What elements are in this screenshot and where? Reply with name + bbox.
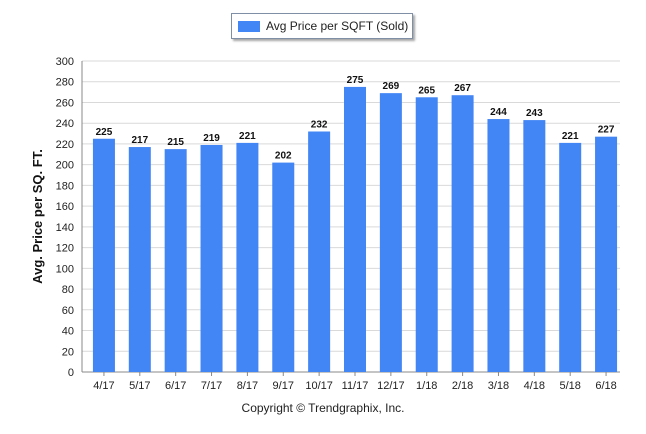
- bar: [559, 142, 582, 372]
- y-tick-label: 140: [56, 222, 74, 234]
- bar: [415, 97, 438, 373]
- bar: [200, 144, 223, 372]
- data-label: 243: [526, 108, 543, 119]
- legend: Avg Price per SQFT (Sold): [231, 13, 413, 39]
- y-tick-label: 60: [62, 305, 74, 317]
- x-tick-label: 12/17: [377, 380, 405, 392]
- y-tick-label: 40: [62, 326, 74, 338]
- bar: [523, 120, 546, 372]
- y-axis-title: Avg. Price per SQ. FT.: [30, 149, 45, 284]
- y-tick-label: 20: [62, 346, 74, 358]
- y-tick-label: 120: [56, 243, 74, 255]
- y-tick-label: 300: [56, 56, 74, 68]
- x-tick-label: 8/17: [237, 380, 258, 392]
- x-tick-label: 3/18: [488, 380, 509, 392]
- y-tick-label: 100: [56, 263, 74, 275]
- y-tick-label: 80: [62, 284, 74, 296]
- x-tick-label: 2/18: [452, 380, 473, 392]
- data-label: 219: [203, 133, 220, 144]
- data-label: 227: [598, 125, 615, 136]
- y-tick-label: 260: [56, 97, 74, 109]
- bar: [308, 131, 331, 372]
- data-label: 267: [454, 83, 471, 94]
- bar: [128, 147, 151, 372]
- y-tick-label: 180: [56, 180, 74, 192]
- copyright-text: Copyright © Trendgraphix, Inc.: [241, 401, 405, 415]
- x-tick-label: 5/17: [129, 380, 150, 392]
- data-label: 221: [562, 131, 579, 142]
- bar: [379, 93, 402, 373]
- bar: [164, 149, 187, 372]
- y-tick-label: 240: [56, 118, 74, 130]
- data-label: 265: [418, 85, 435, 96]
- x-tick-label: 4/18: [524, 380, 545, 392]
- y-tick-label: 160: [56, 201, 74, 213]
- legend-swatch: [238, 20, 260, 32]
- y-tick-label: 280: [56, 77, 74, 89]
- x-tick-label: 9/17: [273, 380, 294, 392]
- x-tick-label: 11/17: [342, 380, 369, 392]
- y-tick-label: 220: [56, 139, 74, 151]
- data-label: 202: [275, 151, 292, 162]
- data-label: 217: [131, 135, 148, 146]
- data-label: 244: [490, 107, 507, 118]
- bar: [92, 138, 115, 372]
- data-label: 221: [239, 131, 256, 142]
- data-label: 232: [311, 119, 328, 130]
- bar: [272, 162, 295, 372]
- x-tick-label: 6/18: [595, 380, 616, 392]
- data-label: 275: [347, 75, 364, 86]
- bar: [344, 86, 366, 373]
- x-tick-label: 10/17: [305, 380, 333, 392]
- x-tick-label: 7/17: [201, 380, 222, 392]
- bar: [487, 119, 510, 372]
- y-tick-label: 200: [56, 160, 74, 172]
- x-tick-label: 1/18: [416, 380, 437, 392]
- bar: [451, 95, 474, 373]
- data-label: 225: [96, 127, 113, 138]
- legend-label: Avg Price per SQFT (Sold): [266, 19, 409, 33]
- y-tick-label: 0: [68, 367, 74, 379]
- data-label: 269: [383, 81, 400, 92]
- x-tick-label: 6/17: [165, 380, 186, 392]
- x-tick-label: 5/18: [559, 380, 580, 392]
- x-tick-label: 4/17: [93, 380, 114, 392]
- data-label: 215: [167, 137, 184, 148]
- bar: [236, 142, 259, 372]
- bar: [595, 136, 618, 372]
